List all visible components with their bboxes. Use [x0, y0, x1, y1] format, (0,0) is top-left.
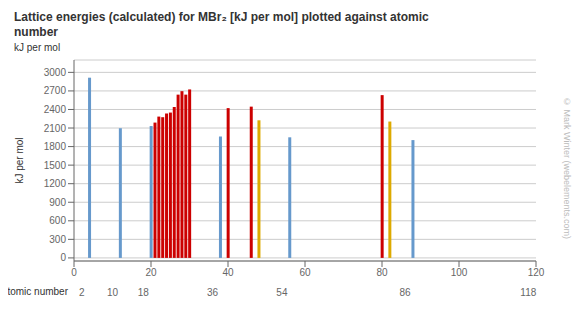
svg-text:kJ per mol: kJ per mol [14, 137, 25, 183]
svg-text:1800: 1800 [44, 141, 67, 152]
svg-text:118: 118 [520, 287, 536, 298]
html-text:kJ per mol: kJ per mol [14, 42, 61, 53]
svg-text:20: 20 [145, 267, 157, 278]
svg-text:18: 18 [138, 287, 150, 298]
svg-text:300: 300 [49, 234, 66, 245]
svg-text:0: 0 [71, 267, 77, 278]
svg-text:2100: 2100 [44, 123, 67, 134]
svg-text:120: 120 [528, 267, 545, 278]
svg-text:atomic number: atomic number [8, 286, 69, 297]
html-text:number: number [14, 25, 58, 39]
html-text:© Mark Winter (webelements.com: © Mark Winter (webelements.com) [562, 97, 572, 239]
svg-text:54: 54 [276, 287, 288, 298]
svg-text:86: 86 [400, 287, 412, 298]
svg-text:2700: 2700 [44, 85, 67, 96]
svg-text:1200: 1200 [44, 178, 67, 189]
svg-text:2: 2 [79, 287, 85, 298]
svg-text:80: 80 [376, 267, 388, 278]
svg-text:10: 10 [107, 287, 119, 298]
svg-text:0: 0 [60, 252, 66, 263]
svg-text:2400: 2400 [44, 104, 67, 115]
svg-text:36: 36 [207, 287, 219, 298]
svg-text:40: 40 [222, 267, 234, 278]
svg-text:60: 60 [299, 267, 311, 278]
svg-text:3000: 3000 [44, 67, 67, 78]
svg-text:900: 900 [49, 197, 66, 208]
html-text:Lattice energies (calculated): Lattice energies (calculated) for MBr₂ [… [14, 10, 429, 24]
svg-text:100: 100 [451, 267, 468, 278]
svg-text:600: 600 [49, 215, 66, 226]
svg-text:1500: 1500 [44, 160, 67, 171]
